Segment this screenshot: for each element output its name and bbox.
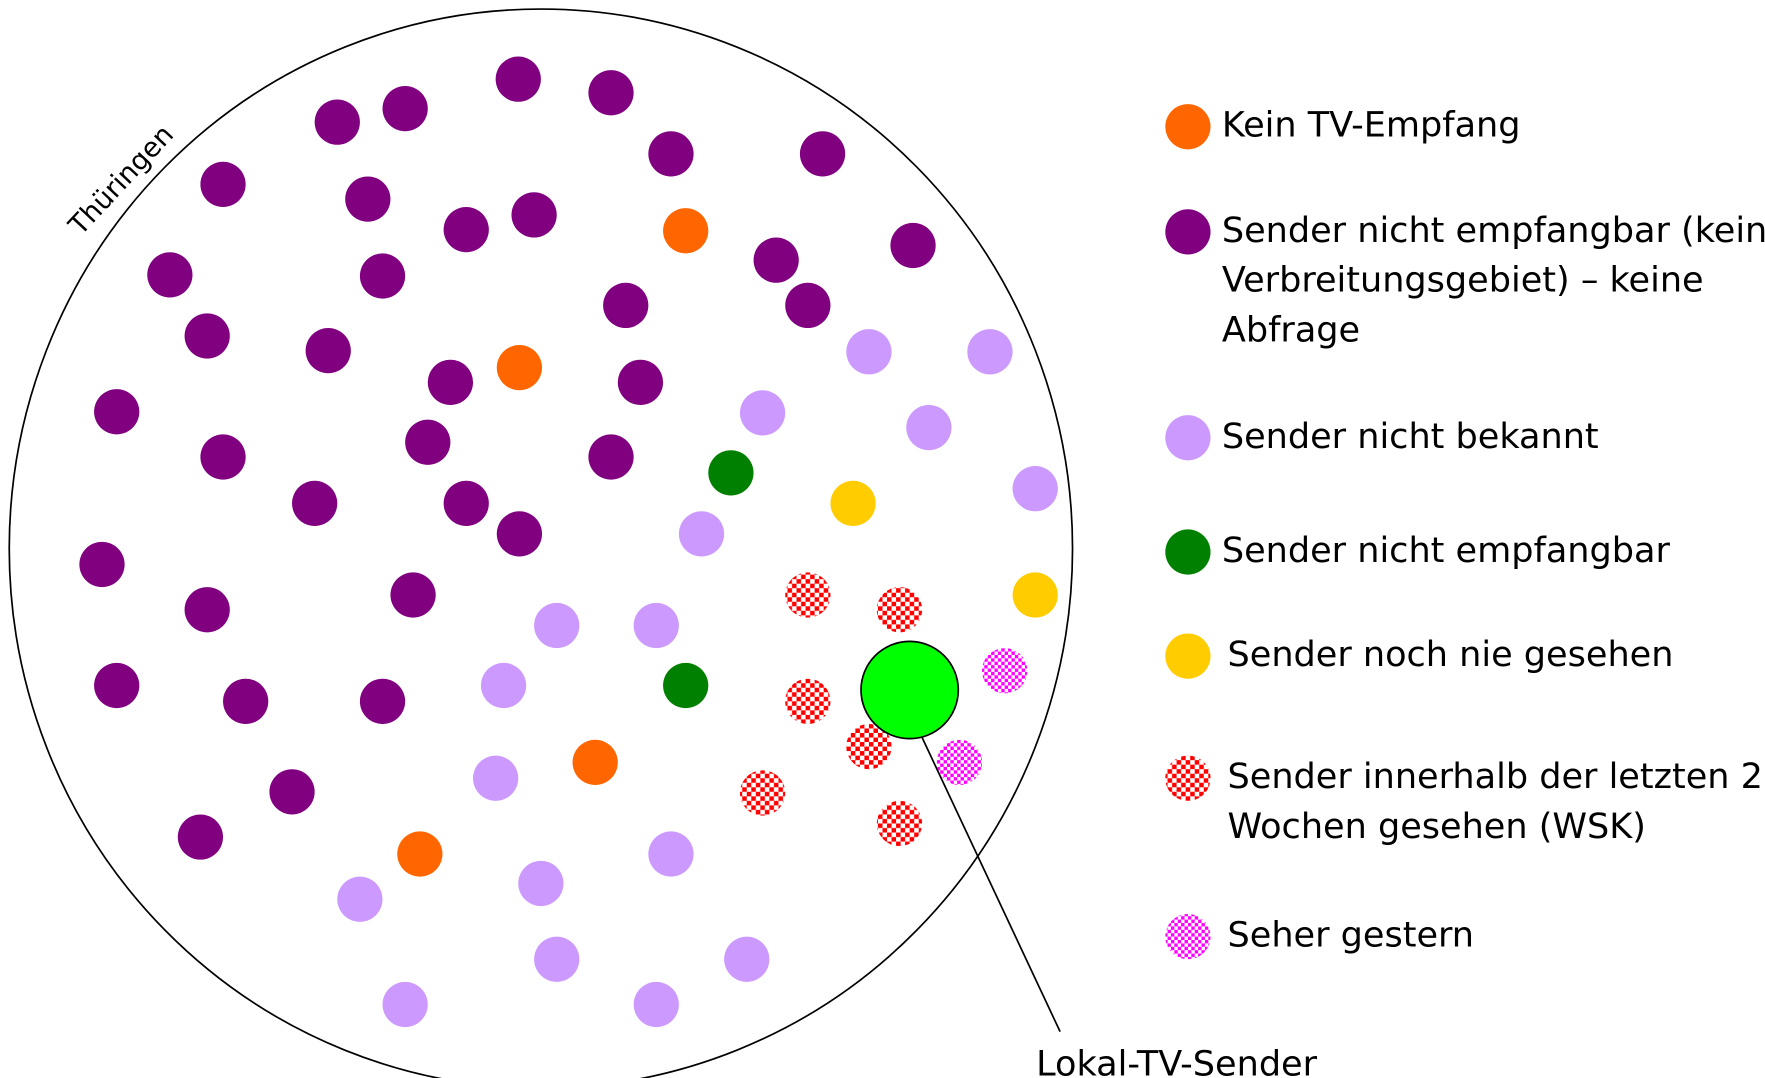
legend-label: Sender nicht empfangbar (kein — [1222, 210, 1765, 251]
dot — [292, 480, 338, 526]
dot — [648, 131, 694, 177]
dot — [876, 587, 923, 633]
dot — [147, 252, 193, 298]
dot — [443, 480, 489, 526]
legend-label: Sender innerhalb der letzten 2 — [1228, 756, 1763, 797]
dot — [876, 800, 923, 847]
dot — [337, 876, 383, 922]
station-label: Lokal-TV-Sender — [1036, 1044, 1317, 1078]
station-dot — [860, 640, 960, 740]
pointer-line — [921, 737, 1061, 1032]
dot — [678, 511, 725, 557]
dot — [94, 389, 140, 435]
dot — [390, 572, 436, 618]
dot — [269, 769, 315, 815]
dot — [588, 434, 634, 480]
dot — [648, 831, 694, 877]
dot — [405, 419, 451, 465]
dot — [511, 192, 557, 238]
dot — [200, 434, 246, 480]
legend-label: Verbreitungsgebiet) – keine — [1222, 260, 1704, 301]
dot — [314, 99, 360, 145]
dot — [534, 936, 580, 982]
legend-swatch — [1165, 755, 1211, 801]
dot — [739, 770, 786, 816]
dot — [785, 678, 831, 724]
dot — [359, 253, 406, 299]
dot — [967, 329, 1013, 375]
dot — [480, 662, 527, 709]
dot — [663, 662, 709, 709]
dot — [785, 282, 831, 329]
legend: Kein TV-Empfang Sender nicht empfangbar (… — [1165, 104, 1765, 960]
dot — [603, 282, 649, 329]
dots — [79, 56, 1058, 1028]
dot — [588, 70, 634, 116]
dot — [572, 739, 618, 786]
dot — [663, 208, 709, 254]
region-outline — [8, 8, 1074, 1078]
dot — [79, 541, 125, 588]
dot — [799, 131, 846, 177]
dot — [1012, 572, 1058, 618]
dot — [633, 602, 679, 649]
dot — [982, 648, 1028, 694]
dot — [184, 313, 230, 359]
dot — [633, 981, 679, 1028]
dot — [184, 587, 230, 633]
dot — [617, 359, 664, 405]
legend-label: Seher gestern — [1228, 915, 1475, 956]
dot — [397, 831, 443, 877]
legend-label: Sender nicht bekannt — [1222, 416, 1599, 457]
legend-label: Wochen gesehen (WSK) — [1228, 806, 1646, 847]
dot — [223, 678, 269, 724]
dot — [846, 329, 892, 375]
dot — [906, 404, 952, 451]
dot — [177, 814, 224, 860]
dot — [936, 739, 983, 786]
dot — [1012, 466, 1058, 512]
dot — [518, 860, 564, 907]
legend-swatch — [1165, 104, 1211, 150]
legend-swatch — [1165, 633, 1211, 679]
legend-swatch — [1165, 415, 1211, 461]
dot — [443, 207, 489, 253]
dot — [473, 755, 519, 801]
legend-swatch — [1165, 209, 1211, 255]
dot — [427, 359, 474, 405]
dot — [359, 678, 406, 724]
dot — [496, 511, 543, 557]
dot — [382, 85, 428, 132]
dot — [830, 480, 876, 526]
dot — [739, 390, 786, 436]
dot — [305, 328, 351, 374]
legend-label: Sender noch nie gesehen — [1228, 634, 1674, 675]
dot — [785, 572, 831, 618]
dot — [724, 936, 770, 982]
legend-swatch — [1165, 913, 1211, 960]
dot — [496, 345, 543, 391]
dot — [382, 981, 428, 1028]
dot — [345, 176, 391, 222]
dot — [708, 450, 754, 496]
legend-label: Kein TV-Empfang — [1222, 105, 1521, 146]
dot — [753, 237, 799, 283]
legend-swatch — [1165, 529, 1211, 575]
dot — [200, 161, 246, 208]
dot — [846, 723, 892, 770]
region-label: Thüringen — [63, 119, 180, 242]
legend-label: Abfrage — [1222, 309, 1360, 350]
dot — [495, 56, 541, 102]
dot — [890, 222, 936, 269]
dot — [534, 602, 580, 649]
dot — [94, 662, 140, 709]
legend-label: Sender nicht empfangbar — [1222, 530, 1671, 571]
